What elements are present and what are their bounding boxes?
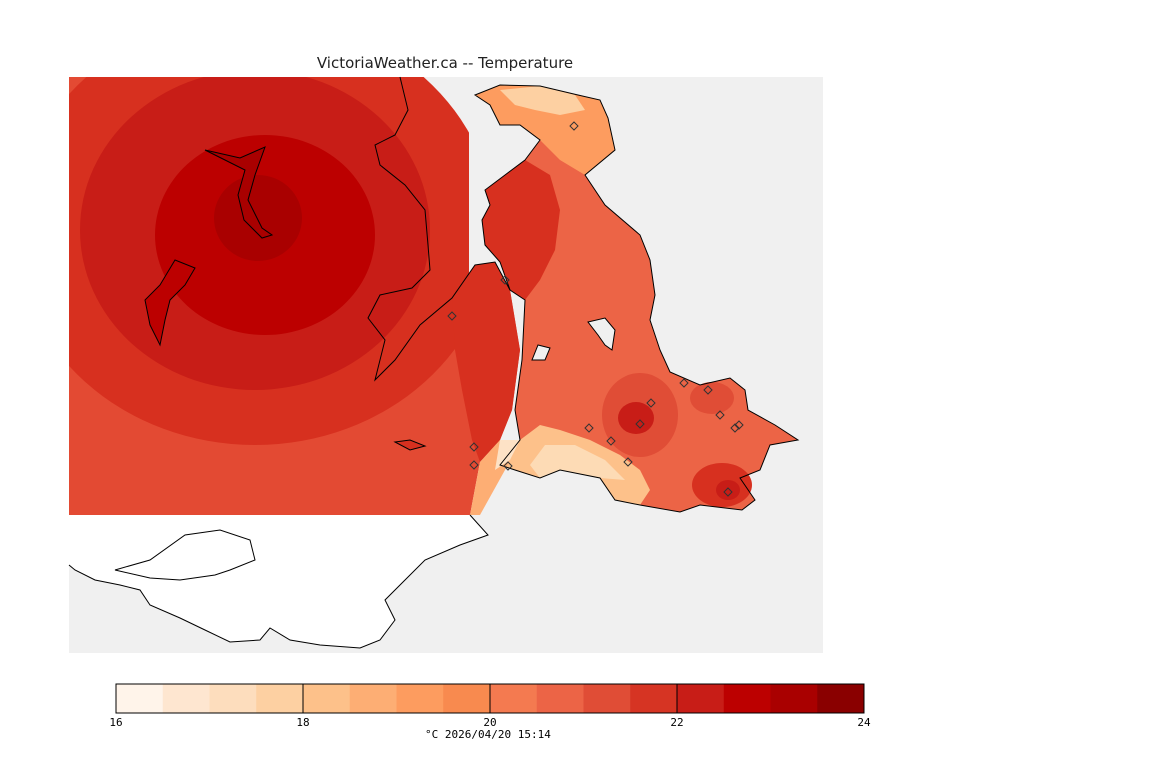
colorbar-swatch [536,684,584,713]
colorbar-swatch [396,684,444,713]
station-marker [447,311,457,321]
lake-west [144,259,196,347]
weather-stations [447,121,744,497]
lake-east-small [531,344,551,361]
station-marker [606,436,616,446]
station-marker [715,410,725,420]
station-marker [703,385,713,395]
map-title: VictoriaWeather.ca -- Temperature [316,54,574,72]
station-marker [646,398,656,408]
colorbar-swatch [443,684,491,713]
station-marker [723,487,733,497]
colorbar-swatch [349,684,397,713]
colorbar-swatch [256,684,304,713]
colorbar-swatch [630,684,678,713]
units-timestamp: °C 2026/04/20 15:14 [425,728,551,741]
colorbar-swatch [677,684,725,713]
colorbar-swatch [490,684,538,713]
lake-east [587,317,616,351]
colorbar-tick-24: 24 [857,716,871,729]
station-marker [635,419,645,429]
colorbar-swatch [303,684,351,713]
station-marker [730,423,740,433]
station-marker [569,121,579,131]
colorbar-swatch [116,684,164,713]
station-marker [503,461,513,471]
colorbar-tick-16: 16 [109,716,123,729]
station-marker [734,420,744,430]
lake-small [393,439,427,451]
colorbar-tick-22: 22 [670,716,684,729]
colorbar-tick-18: 18 [296,716,310,729]
east-peninsula [470,85,798,515]
lake-north [204,146,274,239]
colorbar-swatch [209,684,257,713]
station-marker [469,442,479,452]
station-marker [679,378,689,388]
station-marker [469,460,479,470]
colorbar-swatch [583,684,631,713]
station-marker [623,457,633,467]
colorbar-swatch [817,684,865,713]
west-landmass [69,77,520,515]
colorbar [115,683,865,714]
station-marker [500,275,510,285]
station-marker [584,423,594,433]
colorbar-tick-20: 20 [483,716,497,729]
colorbar-swatch [162,684,210,713]
colorbar-swatch [770,684,818,713]
colorbar-swatch [723,684,771,713]
